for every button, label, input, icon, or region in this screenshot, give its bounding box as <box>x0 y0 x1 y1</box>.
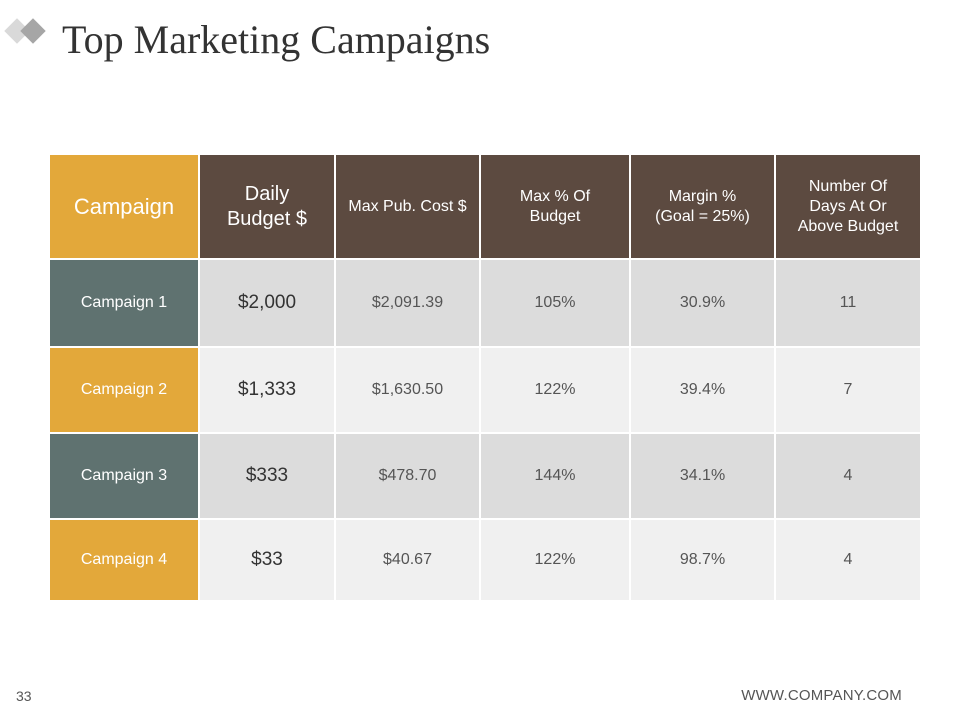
page-number: 33 <box>16 688 32 704</box>
cell-days-above-budget: 4 <box>776 520 920 600</box>
cell-max-pub-cost: $478.70 <box>336 434 479 518</box>
row-label-campaign-1: Campaign 1 <box>50 260 198 346</box>
cell-max-pub-cost: $2,091.39 <box>336 260 479 346</box>
header-margin: Margin % (Goal = 25%) <box>631 155 774 258</box>
cell-max-pub-cost: $1,630.50 <box>336 348 479 432</box>
cell-max-percent-budget: 105% <box>481 260 629 346</box>
row-label-campaign-4: Campaign 4 <box>50 520 198 600</box>
cell-margin: 30.9% <box>631 260 774 346</box>
cell-daily-budget: $33 <box>200 520 334 600</box>
header-max-percent-budget-text: Max % Of Budget <box>519 187 591 225</box>
header-daily-budget: Daily Budget $ <box>200 155 334 258</box>
header-max-percent-budget: Max % Of Budget <box>481 155 629 258</box>
footer-url: WWW.COMPANY.COM <box>741 687 902 704</box>
cell-days-above-budget: 11 <box>776 260 920 346</box>
cell-margin: 39.4% <box>631 348 774 432</box>
cell-margin: 98.7% <box>631 520 774 600</box>
header-daily-budget-text: Daily Budget $ <box>226 182 308 230</box>
header-max-pub-cost-text: Max Pub. Cost $ <box>348 197 467 215</box>
header-days-above-budget: Number Of Days At Or Above Budget <box>776 155 920 258</box>
diamond-logo-icon <box>4 18 46 44</box>
cell-daily-budget: $1,333 <box>200 348 334 432</box>
campaign-table: Campaign Daily Budget $ Max Pub. Cost $ … <box>50 155 920 600</box>
page-title: Top Marketing Campaigns <box>62 17 491 62</box>
header-campaign: Campaign <box>50 155 198 258</box>
cell-max-pub-cost: $40.67 <box>336 520 479 600</box>
cell-max-percent-budget: 122% <box>481 520 629 600</box>
cell-max-percent-budget: 144% <box>481 434 629 518</box>
cell-max-percent-budget: 122% <box>481 348 629 432</box>
row-label-campaign-3: Campaign 3 <box>50 434 198 518</box>
cell-daily-budget: $2,000 <box>200 260 334 346</box>
header-max-pub-cost: Max Pub. Cost $ <box>336 155 479 258</box>
cell-margin: 34.1% <box>631 434 774 518</box>
header-days-above-budget-text: Number Of Days At Or Above Budget <box>797 177 899 235</box>
cell-days-above-budget: 4 <box>776 434 920 518</box>
cell-daily-budget: $333 <box>200 434 334 518</box>
row-label-campaign-2: Campaign 2 <box>50 348 198 432</box>
header-margin-text: Margin % (Goal = 25%) <box>655 187 750 225</box>
cell-days-above-budget: 7 <box>776 348 920 432</box>
